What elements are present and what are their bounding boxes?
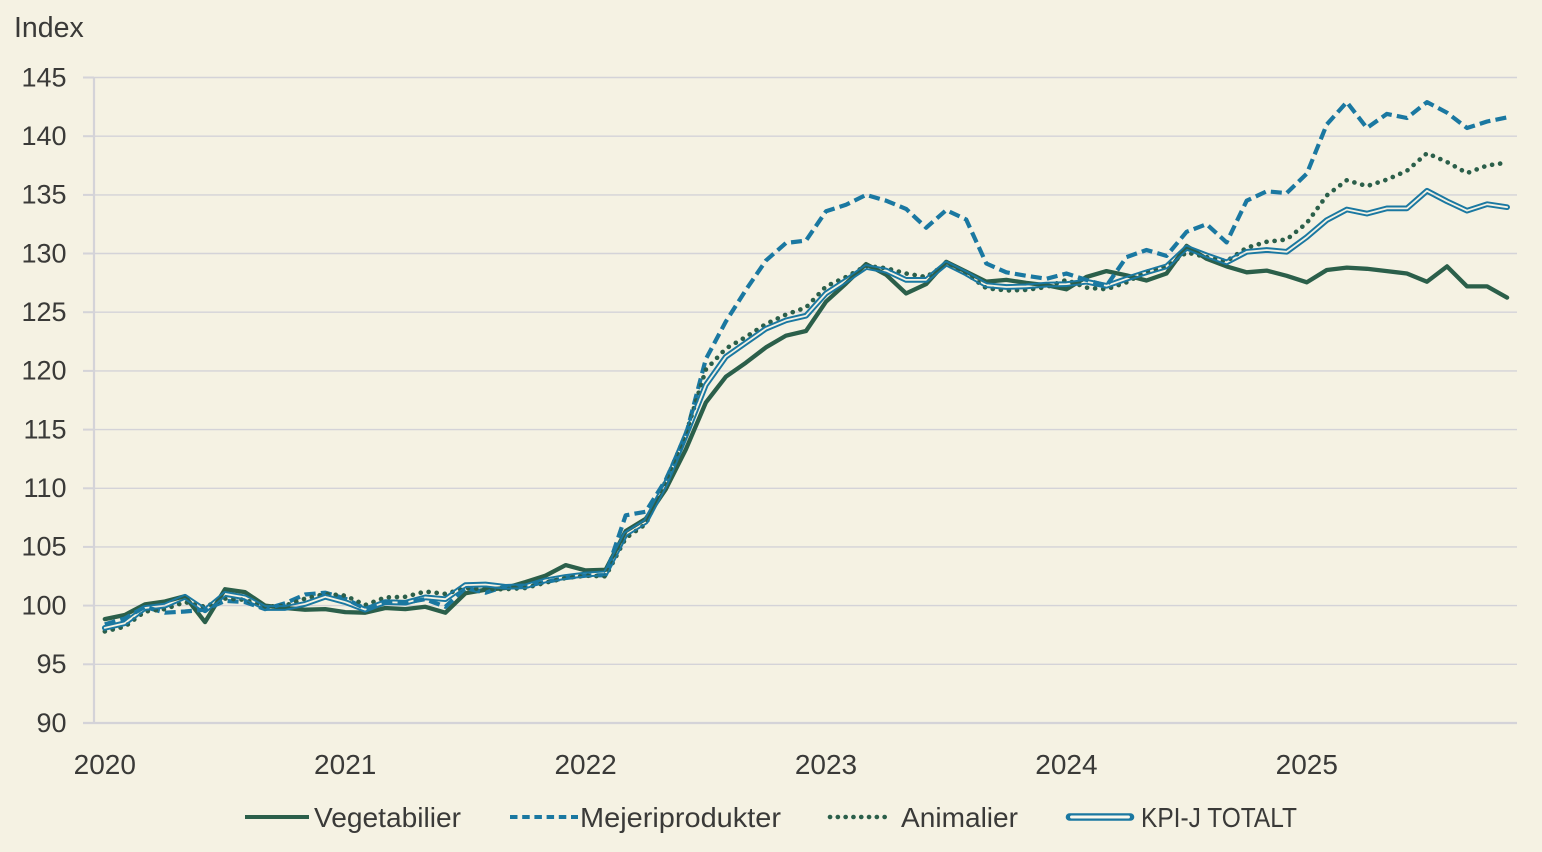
svg-text:90: 90 <box>36 708 66 738</box>
svg-text:110: 110 <box>23 473 66 503</box>
svg-text:Animalier: Animalier <box>901 802 1018 833</box>
svg-text:105: 105 <box>21 532 66 562</box>
svg-text:125: 125 <box>21 297 66 327</box>
svg-text:120: 120 <box>21 356 66 386</box>
svg-text:115: 115 <box>23 414 66 444</box>
svg-text:2020: 2020 <box>74 749 136 780</box>
svg-text:95: 95 <box>36 649 66 679</box>
svg-text:140: 140 <box>21 121 66 151</box>
svg-text:KPI-J TOTALT: KPI-J TOTALT <box>1141 802 1297 833</box>
svg-text:130: 130 <box>21 238 66 268</box>
svg-text:2025: 2025 <box>1276 749 1338 780</box>
svg-text:100: 100 <box>21 590 66 620</box>
svg-text:2024: 2024 <box>1035 749 1097 780</box>
svg-text:2022: 2022 <box>554 749 616 780</box>
svg-text:2021: 2021 <box>314 749 376 780</box>
svg-text:Vegetabilier: Vegetabilier <box>314 802 461 833</box>
svg-text:2023: 2023 <box>795 749 857 780</box>
svg-text:135: 135 <box>21 180 66 210</box>
svg-text:Index: Index <box>14 12 84 44</box>
svg-text:Mejeriprodukter: Mejeriprodukter <box>580 802 781 833</box>
svg-text:145: 145 <box>21 62 66 92</box>
